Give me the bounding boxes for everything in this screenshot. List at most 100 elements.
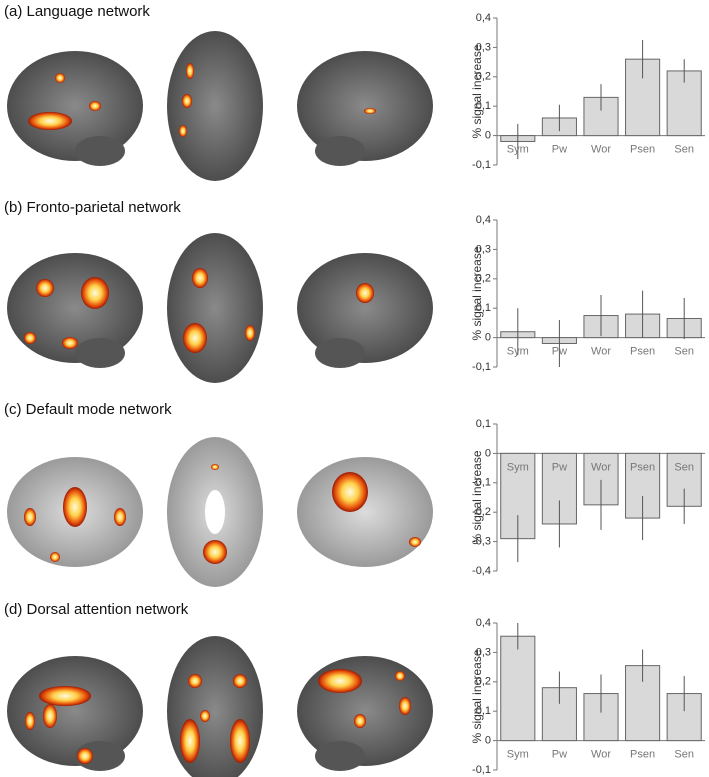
y-tick-label: 0,2 — [476, 676, 491, 688]
y-tick-label: 0,2 — [476, 71, 491, 83]
x-tick-label: Sen — [674, 346, 694, 358]
y-tick-label: 0 — [485, 332, 491, 344]
activation-blob — [188, 674, 202, 688]
y-tick-label: -0,1 — [472, 477, 491, 489]
brain-outline — [297, 656, 433, 766]
panel-title: (d) Dorsal attention network — [4, 601, 189, 618]
y-tick-label: 0,1 — [476, 302, 491, 314]
x-tick-label: Sen — [674, 461, 694, 473]
y-tick-label: 0,4 — [476, 617, 491, 629]
y-axis-label: % signal increase — [470, 649, 484, 743]
brain-image — [297, 51, 433, 166]
brain-image — [297, 457, 433, 567]
bar — [500, 635, 536, 742]
y-tick-label: 0,3 — [476, 243, 491, 255]
x-tick-label: Psen — [630, 461, 655, 473]
activation-blob — [233, 674, 247, 688]
activation-blob — [43, 704, 57, 728]
activation-blob — [25, 712, 35, 730]
brain-outline — [7, 656, 143, 766]
y-tick-label: -0,2 — [472, 506, 491, 518]
activation-blob — [179, 125, 187, 137]
brain-image — [167, 437, 263, 587]
activation-blob — [77, 748, 93, 764]
ventricle — [205, 490, 225, 534]
activation-blob — [230, 719, 250, 763]
brain-image — [297, 656, 433, 771]
activation-blob — [36, 279, 54, 297]
brain-outline — [167, 636, 263, 777]
brain-image — [7, 656, 143, 771]
activation-blob — [89, 101, 101, 111]
x-tick-label: Wor — [591, 749, 611, 761]
x-tick-label: Sym — [507, 461, 529, 473]
x-tick-label: Sen — [674, 749, 694, 761]
cerebellum — [75, 338, 125, 368]
x-tick-label: Pw — [552, 144, 567, 156]
panel-title: (a) Language network — [4, 3, 150, 20]
x-tick-label: Pw — [552, 461, 567, 473]
brain-outline — [167, 233, 263, 383]
y-tick-label: -0,4 — [472, 565, 491, 577]
x-tick-label: Sym — [507, 749, 529, 761]
activation-blob — [364, 108, 376, 114]
brain-outline — [167, 31, 263, 181]
activation-blob — [399, 697, 411, 715]
activation-blob — [409, 537, 421, 547]
activation-blob — [114, 508, 126, 526]
activation-blob — [183, 323, 207, 353]
activation-blob — [62, 337, 78, 349]
y-tick-label: -0,1 — [472, 361, 491, 373]
cerebellum — [75, 136, 125, 166]
brain-outline — [7, 51, 143, 161]
x-tick-label: Wor — [591, 461, 611, 473]
brain-image — [167, 233, 263, 383]
activation-blob — [180, 719, 200, 763]
brain-image — [7, 457, 143, 567]
x-tick-label: Pw — [552, 749, 567, 761]
y-tick-label: 0 — [485, 735, 491, 747]
x-tick-label: Sym — [507, 144, 529, 156]
y-axis-label: % signal increase — [470, 450, 484, 544]
x-tick-label: Wor — [591, 144, 611, 156]
x-tick-label: Pw — [552, 346, 567, 358]
y-tick-label: -0,1 — [472, 764, 491, 776]
cerebellum — [315, 741, 365, 771]
brain-image — [167, 31, 263, 181]
activation-blob — [24, 508, 36, 526]
y-axis-label: % signal increase — [470, 246, 484, 340]
activation-blob — [354, 714, 366, 728]
activation-blob — [245, 325, 255, 341]
cerebellum — [315, 136, 365, 166]
x-tick-label: Psen — [630, 749, 655, 761]
brain-outline — [297, 457, 433, 567]
panel-title: (b) Fronto-parietal network — [4, 199, 181, 216]
x-tick-label: Sen — [674, 144, 694, 156]
y-tick-label: 0,2 — [476, 273, 491, 285]
activation-blob — [356, 283, 374, 303]
y-tick-label: 0,3 — [476, 41, 491, 53]
y-tick-label: -0,1 — [472, 159, 491, 171]
activation-blob — [50, 552, 60, 562]
panel-title: (c) Default mode network — [4, 401, 172, 418]
y-tick-label: 0,4 — [476, 214, 491, 226]
brain-image — [7, 253, 143, 368]
activation-blob — [81, 277, 109, 309]
activation-blob — [63, 487, 87, 527]
activation-blob — [332, 472, 368, 512]
brain-image — [7, 51, 143, 166]
y-tick-label: 0,3 — [476, 646, 491, 658]
activation-blob — [186, 63, 194, 79]
x-tick-label: Psen — [630, 144, 655, 156]
brain-outline — [297, 51, 433, 161]
x-tick-label: Sym — [507, 346, 529, 358]
y-tick-label: 0,1 — [476, 100, 491, 112]
activation-blob — [200, 710, 210, 722]
brain-outline — [297, 253, 433, 363]
y-tick-label: 0 — [485, 447, 491, 459]
y-axis-label: % signal increase — [470, 44, 484, 138]
y-tick-label: 0,4 — [476, 12, 491, 24]
brain-image — [167, 636, 263, 777]
y-tick-label: 0,1 — [476, 418, 491, 430]
